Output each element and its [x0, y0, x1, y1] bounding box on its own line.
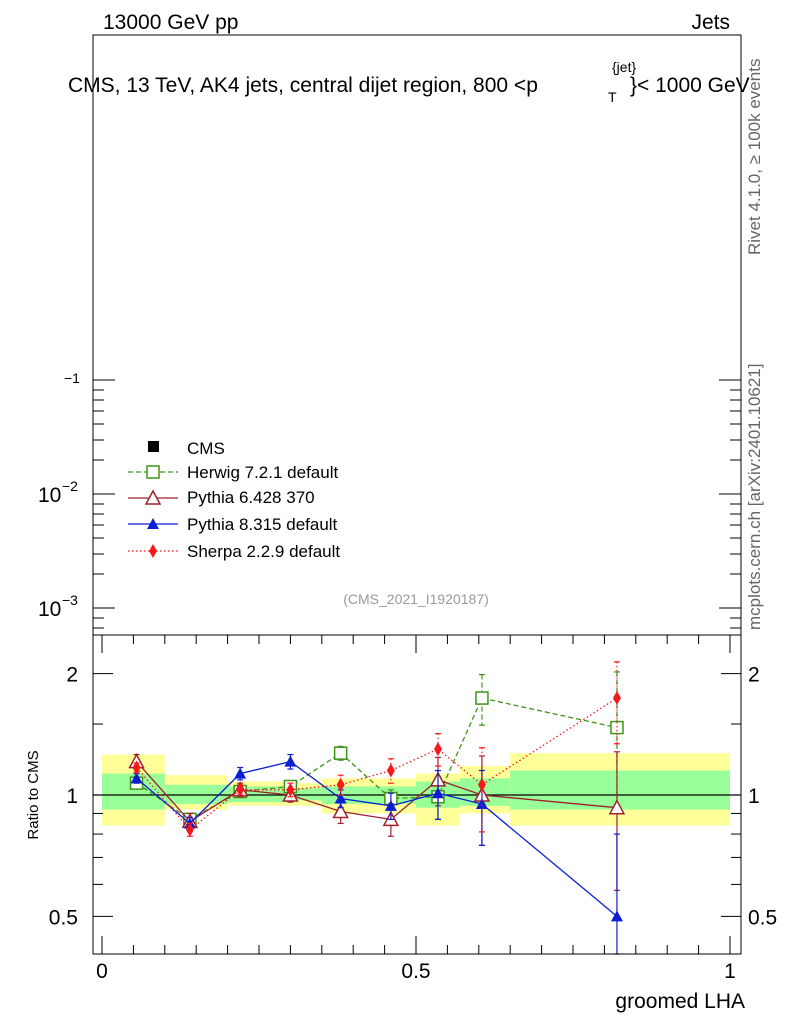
point-4-4 — [336, 777, 345, 792]
y-tick-label-left-1: 1 — [66, 785, 78, 808]
y-tick-label-right-2: 2 — [748, 664, 760, 687]
plot-title-tail: }< 1000 GeV — [630, 74, 750, 97]
band-green-1 — [164, 784, 228, 804]
point-2-4 — [332, 802, 349, 819]
plot-title-sup: {jet} — [612, 59, 636, 75]
upper-tick-label-1: −1 — [64, 370, 80, 386]
point-1-7 — [475, 691, 489, 705]
point-4-0 — [132, 760, 141, 775]
x-tick-label-2: 1 — [724, 960, 736, 983]
ratio-axes: 0 0.5 1 0.5 0.5 1 1 2 2 — [49, 635, 777, 983]
point-3-7 — [475, 797, 488, 809]
upper-tick-exp-2: −2 — [62, 478, 78, 494]
legend-label-pythia6: Pythia 6.428 370 — [187, 488, 315, 507]
point-4-2 — [236, 782, 245, 797]
series-4 — [132, 661, 621, 837]
x-axis-label: groomed LHA — [615, 990, 745, 1013]
y-tick-label-left-0: 0.5 — [49, 906, 78, 929]
y-tick-label-right-1: 1 — [748, 785, 760, 808]
legend-item-pythia8: Pythia 8.315 default — [128, 515, 338, 534]
point-1-8 — [610, 720, 624, 735]
point-3-4 — [334, 792, 347, 804]
point-3-5 — [384, 799, 397, 811]
header-right: Jets — [691, 11, 730, 34]
band-green-7 — [510, 770, 730, 810]
point-4-8 — [612, 691, 621, 706]
legend-marker-pythia6 — [144, 489, 162, 505]
ratio-series — [128, 661, 626, 955]
legend-label-cms: CMS — [187, 439, 225, 458]
legend-item-sherpa: Sherpa 2.2.9 default — [128, 542, 340, 561]
upper-tick-base-3: 10 — [38, 598, 61, 621]
upper-tick-exp-1: −1 — [64, 370, 80, 386]
upper-tick-exp-3: −3 — [62, 592, 78, 608]
point-3-8 — [610, 910, 623, 922]
side-label-bottom: mcplots.cern.ch [arXiv:2401.10621] — [745, 364, 764, 630]
legend-label-sherpa: Sherpa 2.2.9 default — [187, 542, 340, 561]
plot-title-main: CMS, 13 TeV, AK4 jets, central dijet reg… — [68, 74, 538, 97]
legend-marker-sherpa — [149, 544, 157, 558]
upper-tick-label-2: 10 −2 — [38, 478, 78, 507]
legend-label-pythia8: Pythia 8.315 default — [187, 515, 338, 534]
point-2-8 — [608, 799, 626, 815]
point-3-3 — [284, 755, 297, 767]
legend-label-herwig: Herwig 7.2.1 default — [187, 463, 338, 482]
legend-marker-pythia8 — [147, 518, 159, 529]
point-3-0 — [130, 772, 143, 784]
point-4-3 — [286, 782, 295, 797]
legend-marker-cms — [148, 441, 159, 452]
series-line-4 — [136, 697, 618, 831]
point-1-4 — [333, 746, 348, 760]
plot-title-sub: T — [608, 89, 617, 105]
side-label-top: Rivet 4.1.0, ≥ 100k events — [745, 59, 764, 255]
y-tick-label-right-0: 0.5 — [748, 906, 777, 929]
point-4-7 — [477, 777, 486, 792]
plot-title: CMS, 13 TeV, AK4 jets, central dijet reg… — [68, 59, 750, 105]
legend-item-herwig: Herwig 7.2.1 default — [128, 463, 338, 482]
y-tick-label-left-2: 2 — [66, 664, 78, 687]
x-tick-label-0: 0 — [96, 960, 108, 983]
upper-tick-label-3: 10 −3 — [38, 592, 78, 621]
y-axis-label: Ratio to CMS — [25, 750, 42, 839]
point-4-6 — [433, 742, 442, 757]
point-4-5 — [386, 763, 395, 778]
point-4-1 — [185, 822, 194, 837]
header-left: 13000 GeV pp — [103, 11, 238, 34]
legend-item-cms: CMS — [148, 439, 225, 458]
upper-axis-ticks — [93, 379, 741, 629]
watermark: (CMS_2021_I1920187) — [343, 591, 489, 607]
legend-marker-herwig — [146, 465, 160, 479]
point-3-2 — [234, 767, 247, 779]
legend: CMS Herwig 7.2.1 default Pythia 6.428 37… — [128, 439, 340, 561]
x-tick-label-1: 0.5 — [401, 960, 430, 983]
point-3-6 — [431, 787, 444, 799]
upper-tick-base-2: 10 — [38, 484, 61, 507]
legend-item-pythia6: Pythia 6.428 370 — [128, 488, 315, 507]
